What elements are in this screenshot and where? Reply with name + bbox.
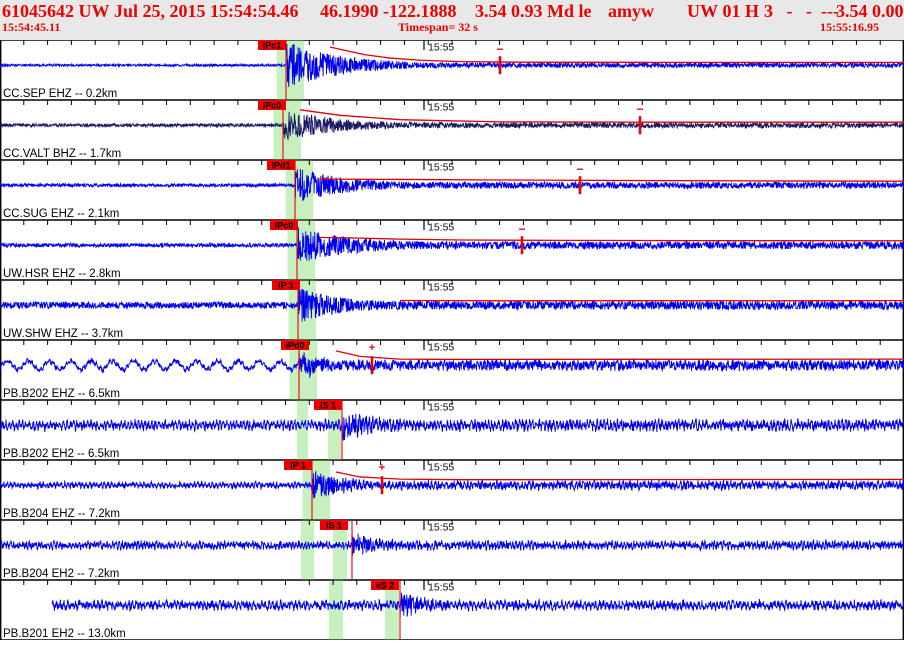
- svg-text:15:55: 15:55: [428, 282, 454, 294]
- svg-text:PB.B201 EH2 -- 13.0km: PB.B201 EH2 -- 13.0km: [3, 628, 126, 640]
- svg-text:iP 1: iP 1: [278, 281, 294, 291]
- svg-text:iPd0: iPd0: [285, 341, 304, 351]
- svg-text:15:55: 15:55: [428, 102, 454, 114]
- svg-text:iPc1: iPc1: [263, 41, 282, 51]
- svg-text:+: +: [379, 462, 385, 474]
- svg-text:iPc0: iPc0: [275, 221, 294, 231]
- svg-text:+: +: [369, 342, 375, 354]
- svg-text:15:55: 15:55: [428, 462, 454, 474]
- svg-text:UW.SHW EHZ -- 3.7km: UW.SHW EHZ -- 3.7km: [3, 328, 123, 340]
- svg-text:15:55: 15:55: [428, 162, 454, 174]
- svg-text:PB.B202 EHZ -- 6.5km: PB.B202 EHZ -- 6.5km: [3, 388, 120, 400]
- svg-text:UW.HSR EHZ -- 2.8km: UW.HSR EHZ -- 2.8km: [3, 268, 121, 280]
- svg-text:CC.SUG EHZ -- 2.1km: CC.SUG EHZ -- 2.1km: [3, 208, 119, 220]
- svg-text:iP 1: iP 1: [290, 461, 306, 471]
- svg-text:iPc0: iPc0: [263, 101, 282, 111]
- svg-text:15:55: 15:55: [428, 42, 454, 54]
- svg-text:PB.B204 EH2 -- 7.2km: PB.B204 EH2 -- 7.2km: [3, 568, 119, 580]
- svg-text:15:55: 15:55: [428, 402, 454, 414]
- svg-text:15:55: 15:55: [428, 342, 454, 354]
- svg-text:15:55: 15:55: [428, 582, 454, 594]
- svg-text:iS 1: iS 1: [326, 521, 342, 531]
- svg-text:iS 1: iS 1: [320, 401, 336, 411]
- svg-text:15:55: 15:55: [428, 522, 454, 534]
- svg-text:PB.B204 EHZ -- 7.2km: PB.B204 EHZ -- 7.2km: [3, 508, 120, 520]
- svg-text:PB.B202 EH2 -- 6.5km: PB.B202 EH2 -- 6.5km: [3, 448, 119, 460]
- svg-text:CC.SEP EHZ -- 0.2km: CC.SEP EHZ -- 0.2km: [3, 88, 117, 100]
- svg-text:iPd1: iPd1: [271, 161, 290, 171]
- svg-text:eS 2: eS 2: [376, 581, 395, 591]
- svg-text:15:55: 15:55: [428, 222, 454, 234]
- svg-text:CC.VALT BHZ -- 1.7km: CC.VALT BHZ -- 1.7km: [3, 148, 121, 160]
